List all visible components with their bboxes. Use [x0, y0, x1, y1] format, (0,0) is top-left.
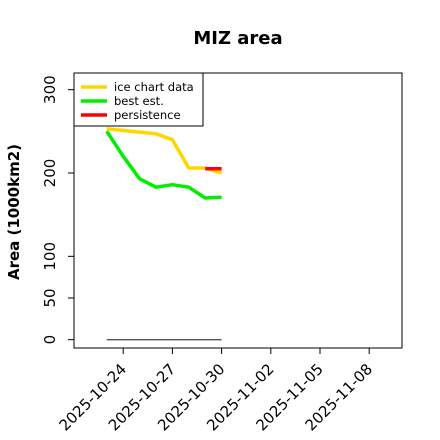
- series-line-best-est-: [105, 130, 222, 200]
- legend-label: persistence: [114, 108, 181, 122]
- plot-area: [73, 72, 403, 349]
- y-axis-label: Area (1000km2): [5, 144, 23, 280]
- y-tick-label: 50: [41, 288, 59, 307]
- y-tick-label: 100: [41, 242, 59, 271]
- series-line-ice-chart-data: [106, 127, 223, 175]
- x-axis: 2025-10-242025-10-272025-10-302025-11-02…: [56, 348, 376, 434]
- chart-title: MIZ area: [193, 28, 282, 49]
- y-axis: 0 50 100 200 300: [41, 75, 74, 344]
- series-layer: [105, 127, 223, 200]
- legend-label: ice chart data: [114, 80, 194, 94]
- y-tick-label: 200: [41, 159, 59, 188]
- y-tick-label: 300: [41, 75, 59, 104]
- legend-label: best est.: [114, 94, 164, 108]
- y-tick-label: 0: [41, 335, 59, 345]
